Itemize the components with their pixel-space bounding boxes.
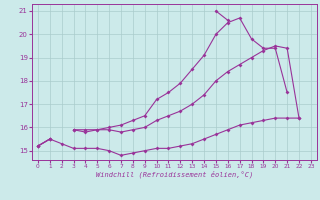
X-axis label: Windchill (Refroidissement éolien,°C): Windchill (Refroidissement éolien,°C) (96, 171, 253, 178)
